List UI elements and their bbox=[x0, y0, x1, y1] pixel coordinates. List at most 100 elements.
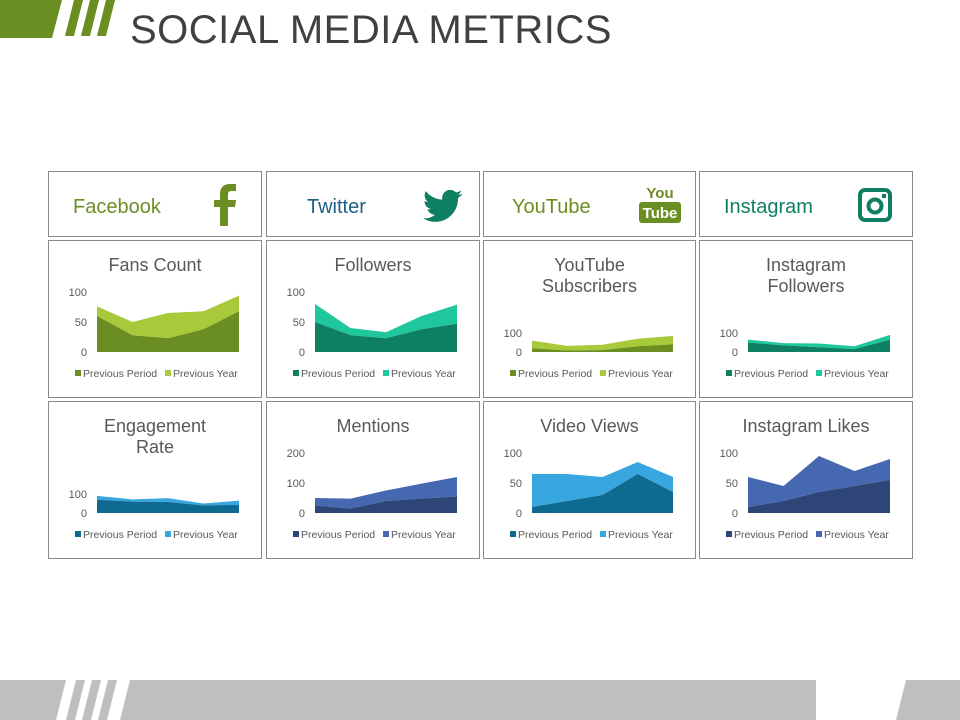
legend-swatch-previous-period bbox=[726, 531, 732, 537]
page-title: SOCIAL MEDIA METRICS bbox=[130, 8, 612, 52]
legend-swatch-previous-period bbox=[293, 531, 299, 537]
series-area-previous-period bbox=[97, 311, 239, 352]
platform-label-instagram: Instagram bbox=[724, 196, 813, 218]
instagram-icon bbox=[858, 188, 892, 222]
y-tick-label: 50 bbox=[726, 478, 738, 490]
series-area-previous-period bbox=[532, 474, 673, 513]
y-tick-label: 0 bbox=[81, 508, 87, 520]
legend-swatch-previous-period bbox=[510, 370, 516, 376]
platform-tile-instagram: Instagram bbox=[699, 171, 913, 237]
chart-tile-mentions: Mentions 200 100 0 Previous Period Previous Y… bbox=[266, 401, 480, 559]
chart-tile-followers: Followers 100 50 0 Previous Period Previous Y… bbox=[266, 240, 480, 398]
chart-svg: 100 0 Previous Period Previous Year bbox=[69, 489, 239, 541]
platform-label-youtube: YouTube bbox=[512, 196, 591, 218]
youtube-icon: You Tube bbox=[639, 185, 681, 223]
chart-tile-instagram-followers: Instagram Followers 100 0 Previous Period Pr… bbox=[699, 240, 913, 398]
chart-svg: 200 100 0 Previous Period Previous Year bbox=[287, 448, 457, 541]
y-tick-label: 0 bbox=[516, 347, 522, 359]
chart-svg: 100 50 0 Previous Period Previous Year bbox=[504, 448, 674, 541]
footer-center-bar bbox=[120, 680, 816, 720]
y-tick-label: 0 bbox=[732, 347, 738, 359]
platform-label-twitter: Twitter bbox=[307, 196, 366, 218]
chart-svg: 100 0 Previous Period Previous Year bbox=[504, 328, 674, 380]
series-area-previous-period bbox=[532, 344, 673, 352]
series-area-previous-period bbox=[748, 480, 890, 513]
series-area-previous-year bbox=[532, 335, 673, 351]
instagram-icon-frame bbox=[858, 188, 892, 222]
legend-swatch-previous-year bbox=[600, 370, 606, 376]
chart-svg: 100 50 0 Previous Period Previous Year bbox=[287, 287, 457, 380]
legend-label: Previous Period bbox=[734, 529, 808, 541]
chart-title: Followers bbox=[334, 255, 412, 275]
legend-label: Previous Year bbox=[824, 529, 889, 541]
header-stripe-1 bbox=[65, 0, 83, 36]
y-tick-label: 100 bbox=[287, 287, 305, 299]
legend-swatch-previous-year bbox=[600, 531, 606, 537]
footer-stripe-1 bbox=[66, 680, 85, 720]
footer-right-bar bbox=[896, 680, 960, 720]
series-area-previous-year bbox=[748, 456, 890, 507]
y-tick-label: 0 bbox=[299, 508, 305, 520]
legend-label: Previous Year bbox=[173, 368, 238, 380]
series-area-previous-period bbox=[315, 496, 457, 513]
legend-swatch-previous-period bbox=[75, 531, 81, 537]
facebook-icon bbox=[214, 184, 236, 226]
instagram-icon-lens bbox=[866, 197, 884, 215]
y-tick-label: 0 bbox=[299, 347, 305, 359]
chart-tile-youtube-subscribers: YouTube Subscribers 100 0 Previous Period Pr… bbox=[483, 240, 696, 398]
legend-swatch-previous-year bbox=[383, 370, 389, 376]
chart-title: Instagram Followers bbox=[765, 255, 847, 296]
legend-swatch-previous-period bbox=[75, 370, 81, 376]
youtube-icon-text-top: You bbox=[646, 185, 673, 202]
legend-swatch-previous-year bbox=[816, 531, 822, 537]
header-green-bar bbox=[0, 0, 62, 38]
youtube-icon-badge bbox=[639, 202, 681, 223]
chart-title: Instagram Likes bbox=[742, 416, 870, 436]
platform-label-facebook: Facebook bbox=[73, 196, 161, 218]
chart-tile-instagram-likes: Instagram Likes 100 50 0 Previous Period Prev… bbox=[699, 401, 913, 559]
legend-label: Previous Period bbox=[83, 368, 157, 380]
legend-label: Previous Year bbox=[824, 368, 889, 380]
series-area-previous-year bbox=[315, 304, 457, 339]
legend-swatch-previous-year bbox=[383, 531, 389, 537]
y-tick-label: 100 bbox=[504, 328, 522, 340]
y-tick-label: 0 bbox=[732, 508, 738, 520]
legend-swatch-previous-period bbox=[293, 370, 299, 376]
chart-svg: 100 50 0 Previous Period Previous Year bbox=[69, 287, 239, 380]
y-tick-label: 100 bbox=[504, 448, 522, 460]
chart-title: YouTube Subscribers bbox=[541, 255, 638, 296]
legend-swatch-previous-year bbox=[165, 531, 171, 537]
footer-left-bar bbox=[0, 680, 66, 720]
y-tick-label: 100 bbox=[720, 328, 738, 340]
y-tick-label: 100 bbox=[69, 287, 87, 299]
youtube-icon-text-bottom: Tube bbox=[643, 205, 678, 222]
series-area-previous-period bbox=[315, 322, 457, 352]
y-tick-label: 0 bbox=[81, 347, 87, 359]
twitter-icon bbox=[423, 189, 463, 222]
chart-tile-engagement-rate: Engagement Rate 100 0 Previous Period Previo… bbox=[48, 401, 262, 559]
y-tick-label: 100 bbox=[287, 478, 305, 490]
legend-label: Previous Period bbox=[734, 368, 808, 380]
series-area-previous-year bbox=[748, 334, 890, 350]
y-tick-label: 50 bbox=[75, 317, 87, 329]
header-decoration bbox=[0, 0, 115, 38]
footer-decoration bbox=[0, 680, 960, 720]
header-stripe-3 bbox=[97, 0, 115, 36]
legend-label: Previous Period bbox=[301, 368, 375, 380]
series-area-previous-year bbox=[532, 462, 673, 507]
legend-swatch-previous-period bbox=[726, 370, 732, 376]
chart-tile-video-views: Video Views 100 50 0 Previous Period Previous… bbox=[483, 401, 696, 559]
series-area-previous-period bbox=[97, 499, 239, 513]
footer-stripe-3 bbox=[98, 680, 117, 720]
legend-label: Previous Year bbox=[608, 529, 673, 541]
legend-label: Previous Year bbox=[173, 529, 238, 541]
legend-swatch-previous-year bbox=[165, 370, 171, 376]
instagram-icon-flash bbox=[882, 194, 886, 198]
chart-title: Fans Count bbox=[108, 255, 202, 275]
chart-title: Engagement Rate bbox=[103, 416, 207, 457]
platform-tile-youtube: YouTube You Tube bbox=[483, 171, 696, 237]
y-tick-label: 200 bbox=[287, 448, 305, 460]
legend-label: Previous Year bbox=[391, 529, 456, 541]
y-tick-label: 50 bbox=[293, 317, 305, 329]
series-area-previous-year bbox=[315, 477, 457, 509]
